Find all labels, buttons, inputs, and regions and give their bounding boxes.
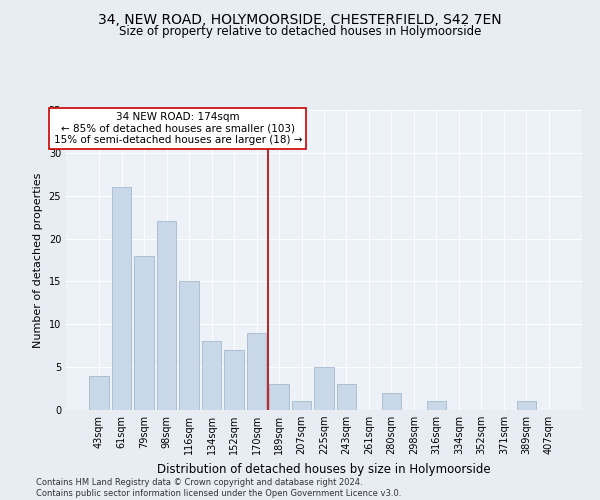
Text: Size of property relative to detached houses in Holymoorside: Size of property relative to detached ho… [119,25,481,38]
Bar [427,402,446,410]
Text: Contains HM Land Registry data © Crown copyright and database right 2024.
Contai: Contains HM Land Registry data © Crown c… [36,478,401,498]
Bar [179,282,199,410]
Bar [314,367,334,410]
Y-axis label: Number of detached properties: Number of detached properties [33,172,43,348]
Bar [517,402,536,410]
Bar [157,222,176,410]
Bar [224,350,244,410]
Text: 34, NEW ROAD, HOLYMOORSIDE, CHESTERFIELD, S42 7EN: 34, NEW ROAD, HOLYMOORSIDE, CHESTERFIELD… [98,12,502,26]
Bar [382,393,401,410]
Bar [292,402,311,410]
Bar [112,187,131,410]
Bar [269,384,289,410]
X-axis label: Distribution of detached houses by size in Holymoorside: Distribution of detached houses by size … [157,462,491,475]
Text: 34 NEW ROAD: 174sqm
← 85% of detached houses are smaller (103)
15% of semi-detac: 34 NEW ROAD: 174sqm ← 85% of detached ho… [53,112,302,145]
Bar [247,333,266,410]
Bar [202,342,221,410]
Bar [89,376,109,410]
Bar [134,256,154,410]
Bar [337,384,356,410]
